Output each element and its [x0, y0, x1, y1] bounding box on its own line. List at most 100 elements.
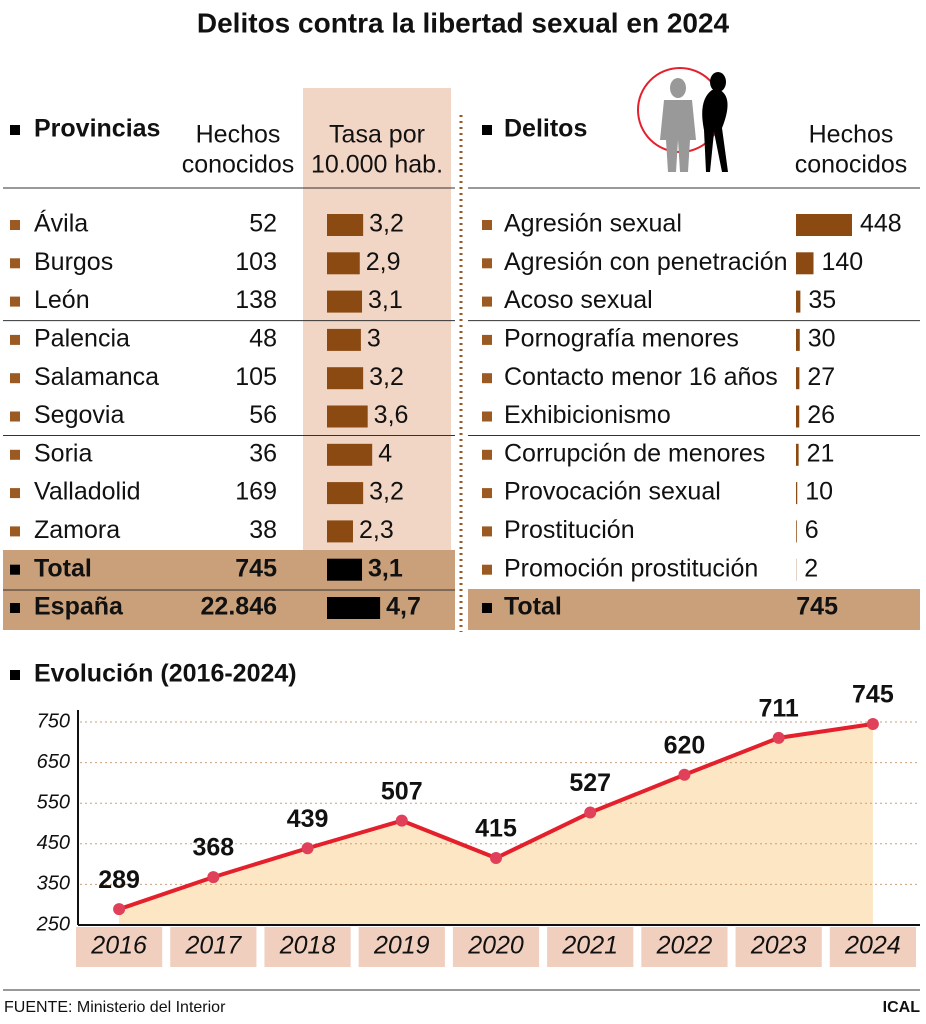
total-name: Total [504, 593, 562, 621]
value-label: 368 [192, 834, 234, 862]
x-tick-label: 2016 [90, 932, 147, 960]
crime-bar [796, 290, 801, 313]
x-tick-label: 2018 [279, 932, 336, 960]
value-label: 745 [852, 681, 894, 709]
bullet [482, 373, 492, 384]
x-tick-label: 2019 [373, 932, 430, 960]
bullet [10, 488, 20, 499]
crime-value: 26 [807, 401, 835, 429]
crime-value: 140 [822, 248, 864, 276]
province-name: Valladolid [34, 478, 141, 506]
rate-bar [327, 558, 363, 581]
rate-label: 3 [367, 325, 381, 353]
crime-name: Corrupción de menores [504, 439, 765, 467]
province-name: Zamora [34, 516, 120, 544]
rate-bar [327, 443, 373, 466]
crime-value: 2 [804, 554, 818, 582]
crime-name: Pornografía menores [504, 325, 739, 353]
province-name: Segovia [34, 401, 124, 429]
rate-label: 3,2 [369, 210, 404, 238]
crime-value: 448 [860, 210, 902, 238]
bullet [482, 296, 492, 307]
rate-bar [327, 405, 368, 428]
y-tick-label: 350 [37, 873, 70, 895]
x-tick-box [170, 927, 257, 967]
hechos: 22.846 [201, 593, 277, 621]
hechos: 138 [235, 286, 277, 314]
rate-label: 2,9 [366, 248, 401, 276]
heading: Delitos [504, 115, 587, 143]
point [395, 814, 408, 827]
bullet [482, 334, 492, 345]
crime-name: Prostitución [504, 516, 635, 544]
bullet [10, 373, 20, 384]
rate-bar [327, 482, 364, 505]
crime-bar [796, 214, 852, 236]
rate-bar [327, 252, 360, 275]
icon [637, 67, 728, 172]
rate-label: 4,7 [386, 593, 421, 621]
column-header: 10.000 hab. [311, 151, 443, 179]
rate-label: 4 [378, 439, 392, 467]
x-tick-box [264, 927, 351, 967]
x-tick-box [76, 927, 163, 967]
column-header: Tasa por [329, 121, 425, 149]
hechos: 52 [249, 210, 277, 238]
value-label: 289 [98, 866, 140, 894]
rate-bar [327, 328, 361, 351]
point [584, 806, 597, 819]
bullet [482, 449, 492, 460]
bullet [482, 258, 492, 269]
rate-label: 3,2 [369, 363, 404, 391]
hechos: 745 [235, 554, 277, 582]
hechos: 38 [249, 516, 277, 544]
heading: Provincias [34, 115, 160, 143]
crime-value: 6 [805, 516, 819, 544]
crime-bar [796, 328, 800, 351]
rate-label: 3,6 [374, 401, 409, 429]
rate-label: 3,1 [368, 286, 403, 314]
column-header: conocidos [182, 151, 295, 179]
crime-bar [796, 482, 798, 505]
x-tick-label: 2022 [656, 932, 713, 960]
x-tick-label: 2020 [467, 932, 524, 960]
value-label: 415 [475, 815, 517, 843]
province-name: Soria [34, 439, 92, 467]
crime-name: Provocación sexual [504, 478, 721, 506]
bullet [482, 220, 492, 230]
value-label: 527 [569, 769, 611, 797]
hechos: 56 [249, 401, 277, 429]
rate-bar [327, 520, 353, 543]
x-tick-box [829, 927, 916, 967]
x-tick-box [641, 927, 728, 967]
value-label: 439 [287, 805, 329, 833]
crime-value: 30 [808, 325, 836, 353]
rate-bar [327, 290, 363, 313]
x-tick-label: 2021 [561, 932, 618, 960]
column-header: Hechos [809, 121, 894, 149]
province-name: Salamanca [34, 363, 159, 391]
bullet [10, 603, 20, 613]
x-tick-label: 2023 [750, 932, 807, 960]
crime-bar [796, 443, 799, 466]
x-tick-box [735, 927, 822, 967]
point [490, 852, 502, 865]
hechos: 169 [235, 478, 277, 506]
province-name: Total [34, 554, 92, 582]
province-name: España [34, 593, 124, 621]
crime-name: Agresión sexual [504, 210, 682, 238]
column-header: conocidos [795, 151, 908, 179]
total-value: 745 [796, 593, 838, 621]
y-tick-label: 750 [37, 710, 70, 732]
crime-name: Exhibicionismo [504, 401, 671, 429]
title: Delitos contra la libertad sexual en 202… [197, 7, 730, 38]
crime-value: 10 [805, 478, 833, 506]
point [207, 871, 220, 884]
bullet [10, 258, 20, 269]
point [301, 842, 314, 855]
point [678, 768, 691, 781]
rate-bar [327, 597, 381, 619]
rate-bar [327, 367, 364, 390]
value-label: 711 [758, 694, 798, 722]
